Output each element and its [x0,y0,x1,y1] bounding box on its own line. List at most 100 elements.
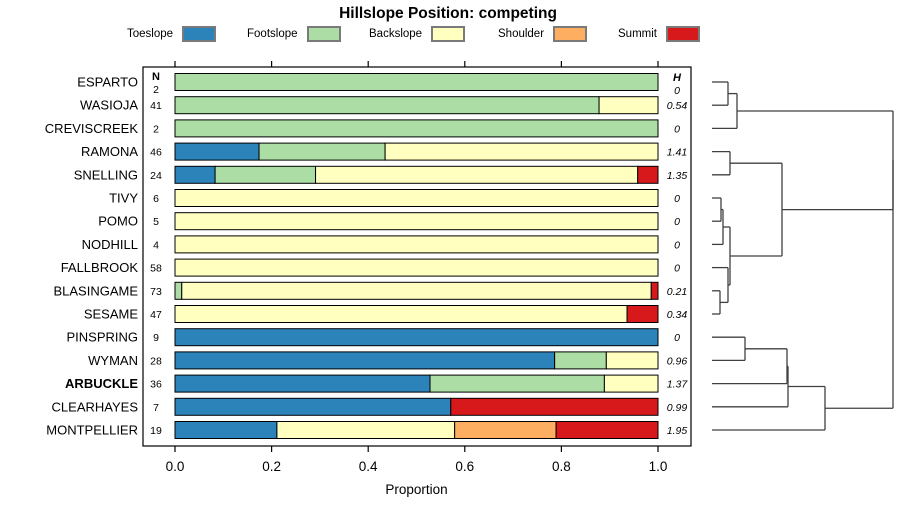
h-value: 0.96 [667,355,688,367]
dendrogram [712,81,894,431]
h-value: 0.34 [667,309,688,321]
h-column-header: H [673,72,682,84]
n-value: 2 [153,123,159,135]
legend-label: Backslope [369,27,423,40]
legend-swatch [665,25,700,42]
bar-segment-backslope [276,421,456,439]
bar-segment-backslope [174,258,659,277]
row-label: TIVY [109,191,138,206]
n-value: 28 [150,355,162,367]
bar-segment-backslope [174,305,628,323]
n-value: 58 [150,263,162,275]
bar-segment-toeslope [174,142,260,161]
h-value: 1.95 [667,425,688,437]
bar-segment-backslope [605,351,659,370]
legend-item-footslope: Footslope [247,25,341,42]
n-value: 2 [153,84,159,96]
bar-segment-toeslope [174,374,431,393]
bar-segment-footslope [174,96,600,115]
row-label: ARBUCKLE [65,376,138,391]
row-label: SNELLING [74,167,138,182]
bar-segment-toeslope [174,328,659,347]
h-value: 1.37 [667,379,689,391]
row-text: ESPARTO WASIOJA CREVISCREEK RAMONA SNELLING T… [45,71,689,438]
h-value: 0 [674,239,680,251]
n-value: 5 [153,216,159,228]
n-value: 6 [153,193,159,205]
bar-segment-backslope [181,281,652,300]
x-axis-tick-label: 0.8 [552,459,571,474]
h-value: 0 [674,193,680,205]
row-label: RAMONA [81,144,138,159]
x-axis-tick-label: 0.6 [455,459,474,474]
legend-item-summit: Summit [618,25,700,42]
row-label: WYMAN [88,353,138,368]
bar-segment-toeslope [174,351,556,370]
n-value: 19 [150,425,162,437]
bar-segment-toeslope [174,397,452,416]
bar-segment-summit [450,397,659,416]
axes: 0.0 0.2 0.4 0.6 0.8 1.0 Proportion [142,61,692,497]
x-axis-tick-label: 0.4 [359,459,378,474]
bar-segment-backslope [603,374,659,393]
legend-item-toeslope: Toeslope [127,25,217,42]
h-value: 0 [674,216,680,228]
n-value: 24 [150,170,162,182]
n-value: 36 [150,379,162,391]
bar-segment-backslope [174,235,659,254]
bar-segment-summit [626,305,659,323]
row-label: ESPARTO [77,75,138,90]
bar-segment-shoulder [454,421,557,439]
bar-segment-footslope [554,351,607,370]
bars [174,73,659,439]
n-value: 73 [150,286,162,298]
row-label: FALLBROOK [61,260,139,275]
legend-swatch [182,25,217,42]
row-label: CREVISCREEK [45,121,139,136]
h-value: 1.35 [667,170,688,182]
h-value: 0 [674,263,680,275]
legend-swatch [553,25,588,42]
h-value: 0 [674,85,680,97]
bar-segment-summit [637,165,659,184]
bar-segment-backslope [384,142,659,161]
x-axis-title: Proportion [385,482,447,497]
h-value: 1.41 [667,147,687,159]
n-value: 41 [150,100,162,112]
h-value: 0 [674,123,680,135]
legend-label: Shoulder [498,27,545,40]
bar-segment-backslope [315,165,639,184]
h-value: 0 [674,332,680,344]
legend-item-backslope: Backslope [369,25,466,42]
row-label: PINSPRING [66,330,138,345]
row-label: NODHILL [82,237,138,252]
legend-item-shoulder: Shoulder [498,25,588,42]
bar-segment-footslope [258,142,386,161]
h-value: 0.21 [667,286,687,298]
row-label: POMO [98,214,138,229]
bar-segment-toeslope [174,165,216,184]
bar-segment-footslope [174,281,183,300]
plot-box [142,66,692,447]
row-label: WASIOJA [80,98,138,113]
x-axis-tick-label: 0.0 [166,459,185,474]
n-column-header: N [152,71,160,83]
bar-segment-summit [650,281,659,300]
bar-segment-backslope [174,189,659,207]
legend-swatch [306,25,341,42]
bar-segment-backslope [174,212,659,231]
row-label: SESAME [84,307,139,322]
n-value: 9 [153,332,159,344]
bar-segment-footslope [174,73,659,91]
bar-segment-footslope [174,119,659,138]
row-label: BLASINGAME [53,283,138,298]
n-value: 7 [153,402,159,414]
legend-swatch [431,25,466,42]
bar-segment-footslope [429,374,605,393]
n-value: 4 [153,239,159,251]
x-axis-tick-label: 1.0 [649,459,668,474]
row-label: MONTPELLIER [46,423,138,438]
x-axis-tick-label: 0.2 [262,459,281,474]
